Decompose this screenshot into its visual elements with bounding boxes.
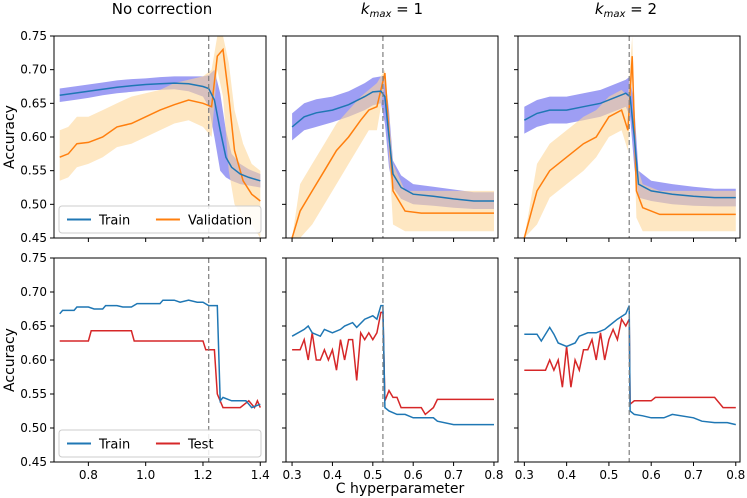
line-test — [292, 311, 494, 416]
plot-area — [59, 36, 261, 238]
title-sub: max — [370, 9, 392, 20]
x-tick-label: 0.4 — [557, 468, 576, 482]
x-tick-label: 0.5 — [599, 468, 618, 482]
panel-title-kmax-2: kmax = 2 — [595, 0, 657, 20]
band-train — [524, 76, 736, 207]
y-tick-label: 0.45 — [20, 231, 47, 245]
y-tick-label: 0.50 — [20, 197, 47, 211]
y-tick-label: 0.70 — [20, 285, 47, 299]
x-tick-label: 0.7 — [684, 468, 703, 482]
band-validation — [292, 69, 494, 238]
plot-area — [59, 299, 261, 410]
band-validation — [59, 36, 261, 238]
legend: Train Validation — [58, 205, 262, 234]
x-tick-label: 1.4 — [251, 468, 270, 482]
y-tick-label: 0.65 — [20, 96, 47, 110]
x-tick-label: 0.6 — [642, 468, 661, 482]
plot-area — [524, 305, 736, 426]
plot-area — [523, 36, 736, 238]
line-train — [59, 299, 261, 409]
y-tick-label: 0.70 — [20, 63, 47, 77]
y-axis-label-top: Accuracy — [2, 105, 18, 169]
y-axis-label-bottom: Accuracy — [2, 328, 18, 392]
panel-top-right — [514, 35, 741, 242]
line-validation — [59, 47, 261, 202]
x-tick-label: 0.5 — [363, 468, 382, 482]
y-tick-label: 0.55 — [20, 387, 47, 401]
panel-bottom-left: 0.8 1.0 1.2 1.4 0.45 0.50 0.55 0.60 0.65 0.70 0.75… — [20, 251, 270, 482]
panel-bottom-right: 0.3 0.4 0.5 0.6 0.7 0.8 — [514, 257, 745, 482]
y-tick-label: 0.60 — [20, 130, 47, 144]
y-tick-label: 0.55 — [20, 164, 47, 178]
y-tick-label: 0.75 — [20, 29, 47, 43]
legend: Train Test — [58, 429, 262, 458]
title-suffix: = 2 — [625, 0, 657, 18]
line-test — [524, 317, 736, 409]
line-validation — [291, 72, 494, 238]
panel-title-no-correction: No correction — [112, 0, 213, 18]
x-tick-label: 0.6 — [404, 468, 423, 482]
x-tick-label: 0.8 — [726, 468, 745, 482]
y-tick-label: 0.65 — [20, 319, 47, 333]
y-tick-label: 0.50 — [20, 421, 47, 435]
x-tick-label: 1.0 — [136, 468, 155, 482]
band-train — [292, 76, 494, 210]
x-tick-label: 0.4 — [323, 468, 342, 482]
line-train — [59, 82, 261, 182]
line-train — [291, 90, 494, 202]
title-sub: max — [604, 9, 626, 20]
band-validation — [524, 36, 736, 238]
panel-top-middle — [282, 35, 499, 242]
y-tick-label: 0.45 — [20, 455, 47, 469]
x-tick-label: 1.2 — [193, 468, 212, 482]
line-train — [523, 92, 736, 199]
plot-area — [291, 69, 494, 238]
panel-bottom-middle: 0.3 0.4 0.5 0.6 0.7 0.8 — [282, 257, 504, 482]
title-k: k — [595, 0, 605, 18]
panel-title-kmax-1: kmax = 1 — [361, 0, 423, 20]
legend-label-test: Test — [187, 438, 214, 453]
legend-label-train: Train — [98, 214, 130, 229]
x-axis-label: C hyperparameter — [336, 481, 465, 497]
line-validation — [523, 56, 736, 238]
title-k: k — [361, 0, 371, 18]
line-train — [291, 304, 494, 426]
x-tick-label: 0.3 — [515, 468, 534, 482]
x-tick-label: 0.3 — [283, 468, 302, 482]
y-tick-label: 0.60 — [20, 353, 47, 367]
plot-area — [291, 304, 494, 426]
line-train — [524, 305, 736, 426]
x-tick-label: 0.7 — [444, 468, 463, 482]
legend-label-train: Train — [98, 438, 130, 453]
x-tick-label: 0.8 — [79, 468, 98, 482]
y-tick-label: 0.75 — [20, 251, 47, 265]
line-test — [59, 330, 261, 410]
x-tick-label: 0.8 — [484, 468, 503, 482]
panel-top-left: 0.45 0.50 0.55 0.60 0.65 0.70 0.75 Train Validat… — [20, 29, 267, 245]
title-suffix: = 1 — [391, 0, 423, 18]
legend-label-validation: Validation — [188, 214, 252, 229]
